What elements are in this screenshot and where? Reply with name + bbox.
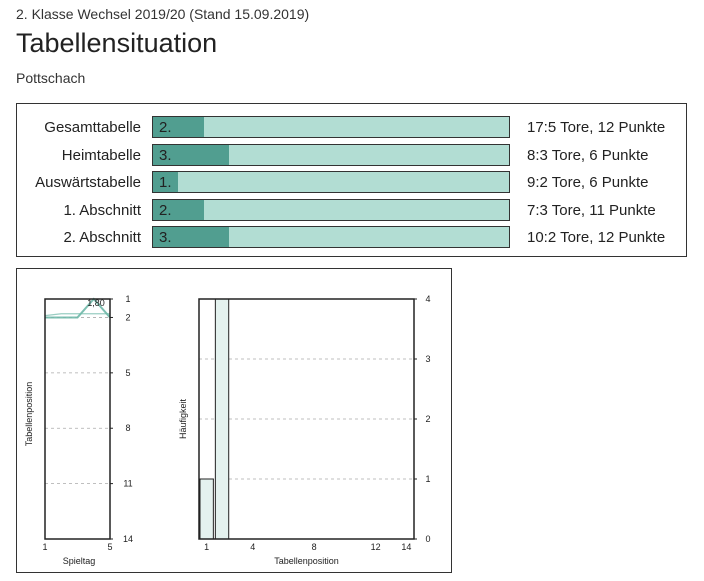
standings-row-label: Heimtabelle	[61, 146, 141, 164]
rank-bar: 1.	[152, 171, 510, 193]
rank-label: 2.	[159, 119, 172, 136]
rank-bar-fill	[153, 144, 229, 165]
histogram-bar	[199, 478, 214, 540]
standings-row-stats: 9:2 Tore, 6 Punkte	[527, 174, 649, 191]
standings-row: 2. Abschnitt 3. 10:2 Tore, 12 Punkte	[17, 226, 686, 250]
histogram-y-tick-label: 0	[425, 534, 430, 544]
histogram-bar	[214, 298, 230, 540]
histogram-y-tick-label: 3	[425, 354, 430, 364]
standings-row-label: Gesamttabelle	[44, 119, 141, 136]
line-chart-annotation: 1,80	[87, 298, 105, 308]
line-chart-y-tick-label: 11	[123, 479, 132, 489]
histogram-y-tick-label: 2	[425, 414, 430, 424]
rank-label: 1.	[159, 174, 172, 191]
line-chart-series-line	[45, 297, 111, 319]
line-chart-y-tick-label: 1	[125, 294, 130, 304]
line-chart-frame	[44, 298, 111, 540]
standings-row-stats: 10:2 Tore, 12 Punkte	[527, 229, 666, 246]
line-chart-y-tick-label: 14	[123, 534, 133, 544]
charts-panel: 1 2 5 8 11 14 1 5 1,80 Spieltag Tabellenposition 0 1…	[16, 268, 452, 573]
rank-bar-fill	[153, 227, 229, 247]
standings-panel: Gesamttabelle 2. 17:5 Tore, 12 Punkte Heimt…	[16, 103, 687, 257]
standings-row: Heimtabelle 3. 8:3 Tore, 6 Punkte	[17, 143, 686, 168]
standings-row-stats: 8:3 Tore, 6 Punkte	[527, 146, 649, 164]
line-chart-y-tick-label: 8	[125, 423, 130, 433]
standings-row: Auswärtstabelle 1. 9:2 Tore, 6 Punkte	[17, 171, 686, 195]
histogram-y-tick-label: 4	[425, 294, 430, 304]
histogram-x-tick-label: 12	[371, 542, 381, 552]
team-name: Pottschach	[16, 70, 86, 86]
rank-bar-fill	[153, 117, 204, 137]
histogram-x-tick-label: 8	[312, 542, 317, 552]
line-chart-x-tick-label: 5	[107, 542, 112, 552]
line-chart-x-tick-label: 1	[42, 542, 47, 552]
histogram-y-tick-label: 1	[425, 474, 430, 484]
rank-bar: 3.	[152, 226, 510, 248]
standings-row: Gesamttabelle 2. 17:5 Tore, 12 Punkte	[17, 116, 686, 140]
rank-bar: 3.	[152, 143, 510, 166]
rank-bar-fill	[153, 172, 178, 192]
standings-row: 1. Abschnitt 2. 7:3 Tore, 11 Punkte	[17, 198, 686, 223]
line-chart-y-tick-label: 2	[125, 312, 130, 322]
line-chart-x-axis-label: Spieltag	[63, 556, 96, 566]
page-title: Tabellensituation	[16, 28, 218, 58]
rank-bar: 2.	[152, 198, 510, 221]
line-chart-y-axis-label: Tabellenposition	[24, 382, 34, 447]
standings-row-stats: 17:5 Tore, 12 Punkte	[527, 119, 666, 136]
line-chart-series-line	[44, 313, 110, 317]
line-chart-y-tick-label: 5	[125, 368, 130, 378]
rank-label: 2.	[159, 201, 172, 219]
histogram-x-tick-label: 14	[401, 542, 411, 552]
histogram-x-axis-label: Tabellenposition	[274, 556, 339, 566]
histogram-x-tick-label: 1	[204, 542, 209, 552]
standings-row-label: Auswärtstabelle	[35, 174, 141, 191]
page-subtitle: 2. Klasse Wechsel 2019/20 (Stand 15.09.2…	[16, 6, 310, 22]
rank-label: 3.	[159, 146, 172, 164]
histogram-x-tick-label: 4	[250, 542, 255, 552]
standings-row-label: 2. Abschnitt	[63, 229, 141, 246]
histogram-y-axis-label: Häufigkeit	[178, 398, 188, 439]
histogram-frame	[198, 298, 415, 540]
rank-bar: 2.	[152, 116, 510, 138]
standings-row-label: 1. Abschnitt	[63, 201, 141, 219]
standings-row-stats: 7:3 Tore, 11 Punkte	[527, 201, 656, 219]
rank-bar-fill	[153, 199, 204, 220]
rank-label: 3.	[159, 229, 172, 246]
